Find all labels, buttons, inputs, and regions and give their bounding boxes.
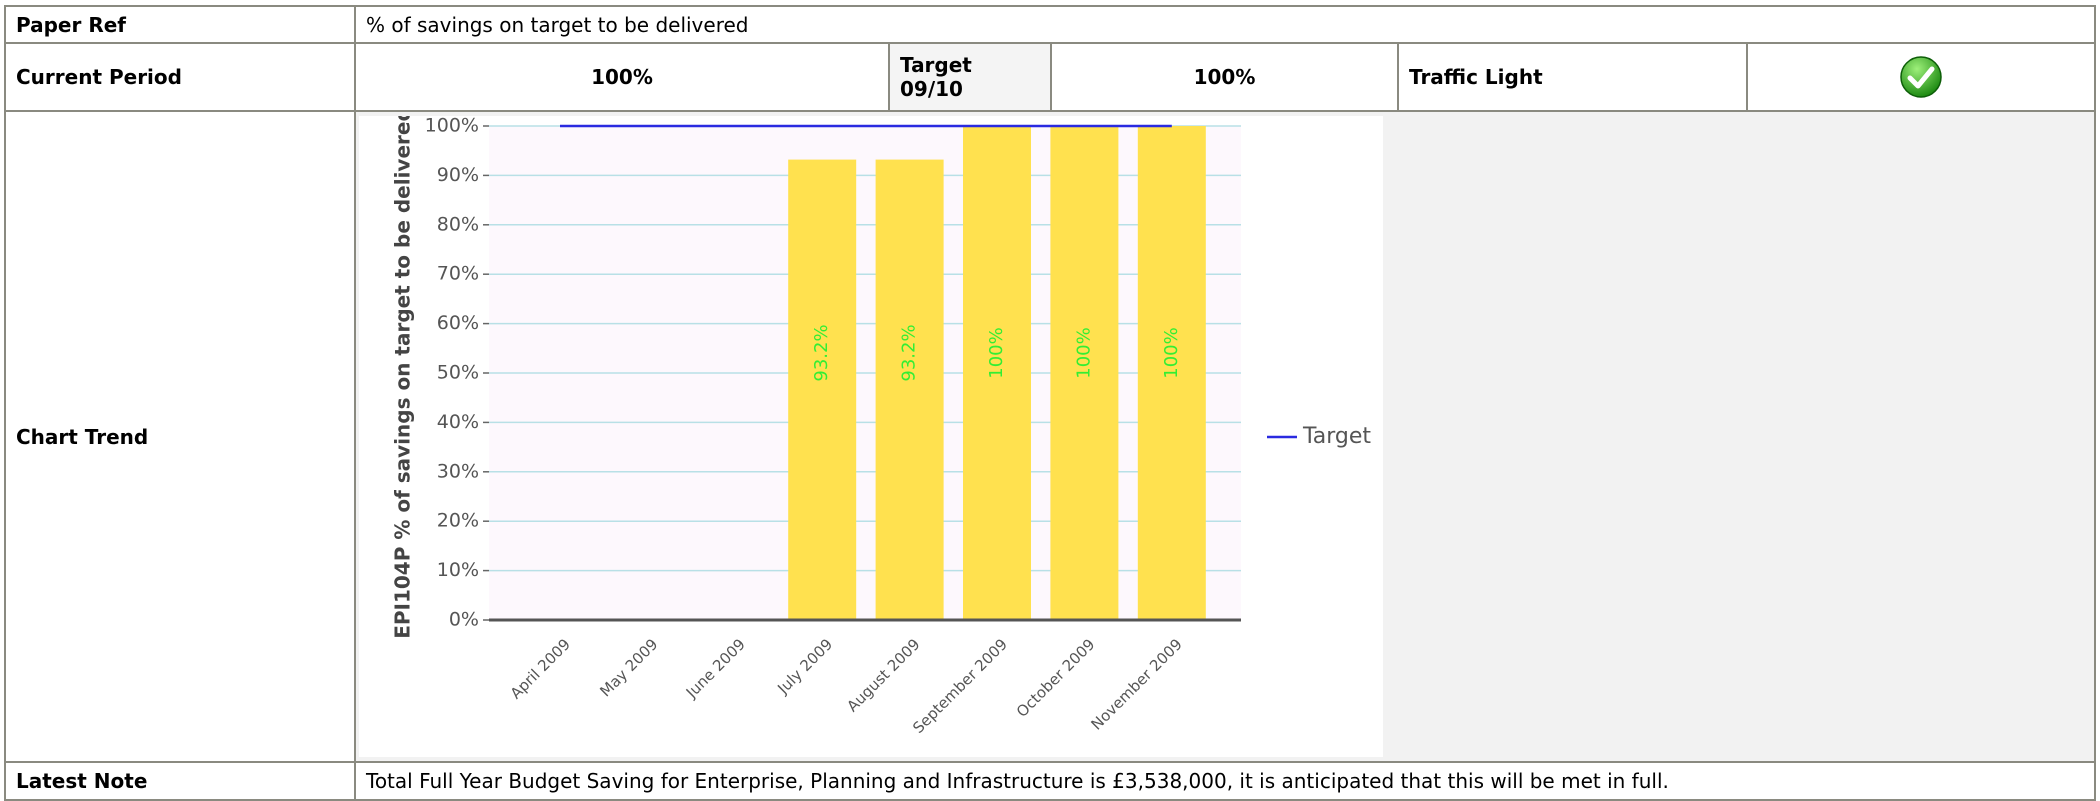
y-tick-label: 60% [437,312,479,334]
y-axis-label: EPI104P % of savings on target to be del… [391,116,415,639]
label-text: Target 09/10 [900,53,972,101]
value-cell: Total Full Year Budget Saving for Enterp… [354,761,2096,801]
chart: 0% 10% 20% 30% 40% 50% 60% 70% 80% 90% 100% EPI104P… [359,116,1383,757]
value-label: 100% [1073,327,1094,378]
bar [1137,126,1206,620]
y-tick-label: 90% [437,164,479,186]
icon-cell [1746,42,2096,112]
x-tick-label: June 2009 [682,635,749,702]
value-label: 100% [1161,327,1182,378]
x-tick-label: October 2009 [1013,635,1099,721]
x-tick-label: September 2009 [909,635,1011,737]
value-label: 100% [986,327,1007,378]
y-tick-label: 80% [437,213,479,235]
y-tick-label: 20% [437,510,479,532]
value-cell: 100% [1050,42,1399,112]
label-cell: Current Period [4,42,356,112]
x-tick-label: August 2009 [843,635,923,715]
label-cell: Traffic Light [1397,42,1748,112]
bar [963,126,1031,620]
y-tick-label: 40% [437,411,479,433]
y-tick-label: 50% [437,362,479,384]
bar [1050,126,1119,620]
y-tick-label: 70% [437,263,479,285]
value-label: 93.2% [811,324,832,381]
label-cell: Paper Ref [4,5,356,44]
y-tick-label: 10% [437,559,479,581]
y-tick-label: 0% [449,609,479,631]
bar [788,159,857,621]
legend-label: Target [1302,424,1371,449]
x-tick-label: May 2009 [596,635,661,700]
x-tick-label: April 2009 [507,635,574,702]
label-cell: Latest Note [4,761,356,801]
y-tick-label: 100% [425,116,479,137]
value-label: 93.2% [899,324,920,381]
x-tick-label: November 2009 [1088,635,1186,733]
value-cell: 100% [354,42,890,112]
x-tick-label: July 2009 [773,635,836,698]
y-tick-label: 30% [437,460,479,482]
label-cell: Target 09/10 [888,42,1052,112]
value-cell: % of savings on target to be delivered [354,5,2096,44]
bar [875,159,944,621]
label-cell: Chart Trend [4,110,356,763]
y-axis-label-group: EPI104P % of savings on target to be del… [391,116,415,639]
traffic-light-icon [1900,56,1942,98]
